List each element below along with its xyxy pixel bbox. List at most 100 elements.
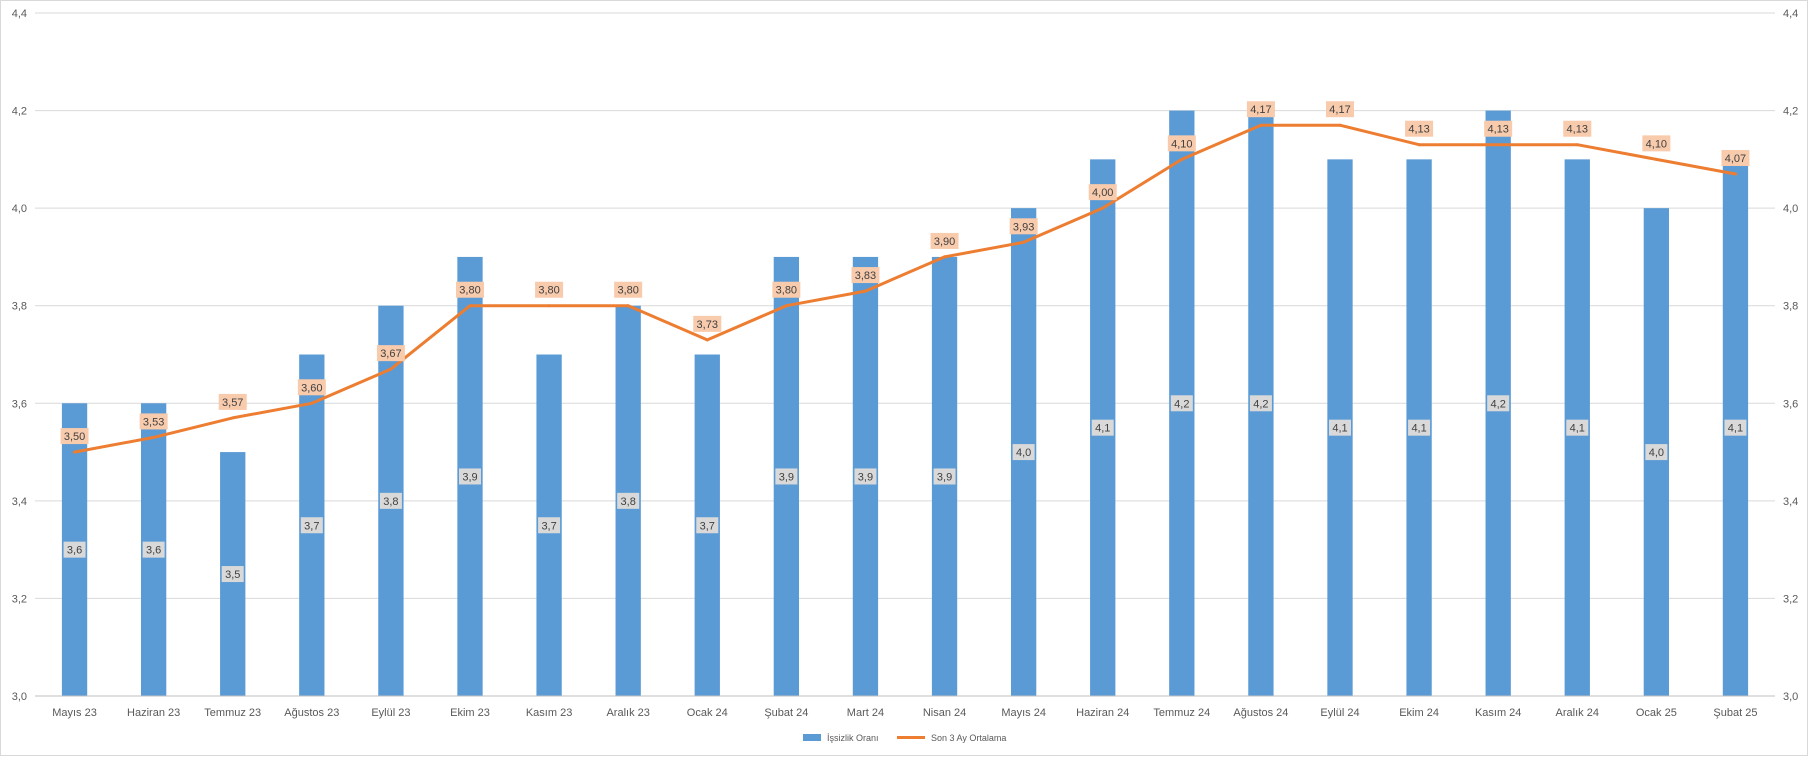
x-tick-label: Eylül 24 [1320,707,1359,719]
y-tick-label-right: 3,8 [1783,301,1798,313]
legend-bar-swatch [803,734,821,741]
line-data-label: 4,10 [1646,138,1667,150]
legend: İşsizlik Oranı Son 3 Ay Ortalama [803,733,1006,743]
line-point [1575,143,1579,147]
line-data-label: 4,00 [1092,187,1113,199]
line-point [1338,123,1342,127]
line-point [705,338,709,342]
bar-data-label: 3,6 [146,545,161,557]
line-point [73,450,77,454]
line-label-background [930,232,959,249]
bar-label-background [1091,419,1114,436]
line-point [1180,157,1184,161]
line-label-background [139,413,168,430]
bar-label-background [1249,395,1272,412]
line-data-label: 3,80 [459,285,480,297]
x-tick-label: Temmuz 23 [204,707,261,719]
line-label-background [1405,120,1434,137]
line-label-background [1167,135,1196,152]
y-tick-label: 3,4 [12,496,27,508]
y-tick-label-right: 4,2 [1783,106,1798,118]
line-data-label: 3,80 [776,285,797,297]
bar-data-label: 3,7 [700,520,715,532]
bar-data-label: 3,9 [462,471,477,483]
bar-label-background [1170,395,1193,412]
bar-data-label: 4,2 [1491,398,1506,410]
line-data-label: 4,13 [1408,124,1429,136]
bar-data-label: 4,0 [1016,447,1031,459]
x-tick-label: Aralık 23 [606,707,649,719]
x-tick-label: Şubat 25 [1713,707,1757,719]
x-tick-label: Ağustos 24 [1233,707,1288,719]
line-point [1733,172,1737,176]
line-point [310,401,314,405]
line-data-label: 3,83 [855,270,876,282]
line-point [863,289,867,293]
legend-line-label: Son 3 Ay Ortalama [931,733,1006,743]
bar-data-label: 3,9 [779,471,794,483]
line-point [626,304,630,308]
line-label-background [1721,149,1750,166]
line-label-background [1088,184,1117,201]
bar-label-background [1724,419,1747,436]
bar-label-background [854,468,877,485]
x-tick-label: Mart 24 [847,707,884,719]
bar-data-label: 4,1 [1332,423,1347,435]
bar-data-labels: 3,6 3,6 3,5 3,7 3,8 3,9 3,7 3,8 3,7 3,9 3,9 3,9 4,0 4… [63,395,1747,583]
x-axis: Mayıs 23 Haziran 23 Temmuz 23 Ağustos 23 Eyl… [35,695,1775,719]
bar-data-label: 4,1 [1728,423,1743,435]
y-tick-label-right: 3,4 [1783,496,1798,508]
x-tick-label: Haziran 24 [1076,707,1129,719]
bar-data-label: 3,7 [304,520,319,532]
line-label-background [535,281,564,298]
bar-data-label: 4,1 [1095,423,1110,435]
line-data-label: 4,13 [1487,124,1508,136]
x-tick-label: Ocak 24 [687,707,728,719]
line-label-background [60,428,89,445]
line-label-background [1563,120,1592,137]
bar-label-background [1408,419,1431,436]
y-tick-label: 3,8 [12,301,27,313]
line-point [468,304,472,308]
line-point [389,367,393,371]
bar-label-background [775,468,798,485]
line-label-background [1484,120,1513,137]
line-data-label: 3,57 [222,397,243,409]
y-tick-label: 3,0 [12,691,27,703]
line-point [1259,123,1263,127]
line-point [1496,143,1500,147]
x-tick-label: Ağustos 23 [284,707,339,719]
bar-data-label: 3,9 [858,471,873,483]
bar-data-label: 3,5 [225,569,240,581]
bar-label-background [221,566,244,583]
line-point [1101,206,1105,210]
line-label-background [693,315,722,332]
line-label-background [297,379,326,396]
x-tick-label: Aralık 24 [1556,707,1599,719]
line-label-background [456,281,484,298]
x-tick-label: Nisan 24 [923,707,966,719]
gridlines [35,12,1775,697]
bar-data-label: 4,2 [1174,398,1189,410]
line-point [1417,143,1421,147]
bar-label-background [933,468,956,485]
right-y-axis: 3,0 3,2 3,4 3,6 3,8 4,0 4,2 4,4 [1783,8,1798,703]
bar-label-background [538,517,561,534]
bar-data-label: 3,7 [541,520,556,532]
line-point [231,416,235,420]
line-label-background [1246,101,1275,118]
line-data-labels: 3,50 3,53 3,57 3,60 3,67 3,80 3,80 3,80 3,73 3,80… [60,101,1750,445]
line-data-label: 4,17 [1250,104,1271,116]
legend-bar-label: İşsizlik Oranı [827,733,879,743]
line-data-label: 3,80 [538,285,559,297]
x-tick-label: Temmuz 24 [1153,707,1210,719]
y-tick-label: 4,2 [12,106,27,118]
line-path [73,123,1737,454]
bar-label-background [1012,444,1035,461]
line-data-label: 4,07 [1725,153,1746,165]
x-tick-label: Ocak 25 [1636,707,1677,719]
x-tick-label: Ekim 23 [450,707,490,719]
line-data-label: 3,73 [697,319,718,331]
bar-label-background [63,541,86,558]
line-data-label: 3,53 [143,416,164,428]
